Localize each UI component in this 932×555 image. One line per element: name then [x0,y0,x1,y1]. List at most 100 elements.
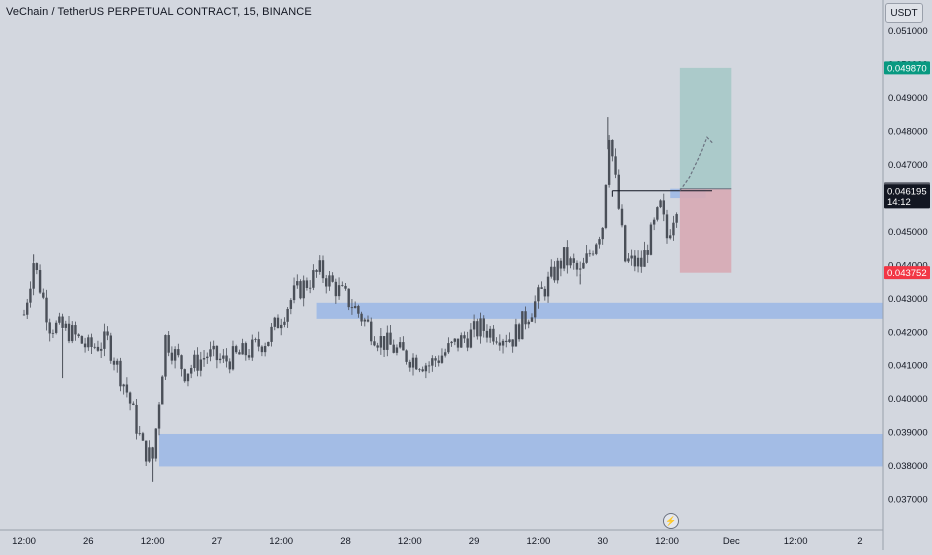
candle-body-158 [530,317,534,322]
candle-body-175 [585,253,588,263]
candle-body-25 [103,331,106,349]
candle-body-53 [193,354,196,369]
currency-button[interactable]: USDT [885,3,923,23]
x-tick-label-0: 12:00 [12,536,36,547]
candle-body-87 [302,280,305,299]
candle-body-51 [186,373,190,382]
candle-body-37 [141,433,145,441]
candle-body-189 [630,255,633,259]
candle-body-136 [460,335,463,348]
demand-zone-2 [159,433,883,467]
demand-zone-1 [316,302,883,319]
candle-body-113 [386,332,389,350]
candle-body-172 [575,262,579,270]
candle-body-96 [331,275,334,282]
candle-body-130 [440,355,444,363]
candle-body-146 [492,328,495,342]
candle-body-147 [495,341,498,343]
candle-body-63 [225,355,228,362]
candle-body-183 [611,139,614,157]
candle-body-67 [238,352,241,355]
candle-body-155 [521,311,524,340]
candle-body-60 [215,345,219,361]
candle-body-165 [553,266,556,281]
candle-body-178 [595,244,598,254]
candle-body-101 [347,288,350,308]
candle-body-162 [543,288,547,297]
badge-stop [884,266,930,280]
candle-body-23 [96,346,100,351]
x-tick-label-5: 28 [340,536,351,547]
candle-body-177 [591,253,595,255]
candle-body-78 [273,317,276,327]
candle-body-179 [598,239,601,245]
y-tick-label-13: 0.037000 [888,495,928,506]
y-tick-label-8: 0.042000 [888,327,928,338]
x-tick-label-4: 12:00 [269,536,293,547]
candle-body-98 [337,285,341,297]
candle-body-35 [135,404,138,434]
candle-body-198 [659,200,662,208]
candle-body-138 [466,338,469,348]
candle-body-133 [450,341,453,344]
candle-body-197 [656,207,659,220]
candle-body-9 [51,332,55,334]
y-tick-label-3: 0.048000 [888,126,928,137]
candle-body-100 [344,285,347,289]
candle-body-164 [550,266,553,277]
candle-body-163 [546,276,550,297]
candle-body-26 [106,331,109,336]
candle-body-126 [427,365,431,367]
candle-body-200 [665,214,669,239]
candle-body-184 [614,156,617,175]
candle-body-5 [38,270,42,293]
stop-area [679,188,732,273]
candle-body-34 [132,403,135,405]
candle-body-49 [180,355,183,370]
candle-body-191 [636,257,640,267]
candle-body-176 [588,253,592,255]
candle-body-122 [415,357,418,370]
candle-body-143 [482,318,485,331]
candle-body-93 [321,260,325,279]
candle-body-148 [498,342,502,346]
candle-body-153 [514,324,518,347]
candle-body-44 [164,335,167,377]
candle-body-38 [144,440,148,462]
candle-body-111 [379,336,383,348]
candle-body-110 [376,345,379,348]
candle-body-46 [170,352,174,361]
candle-body-43 [161,376,164,405]
candle-body-32 [125,384,129,393]
candle-body-85 [296,281,299,286]
candle-body-112 [382,336,386,350]
candle-body-109 [373,341,376,346]
candle-body-59 [212,345,215,350]
candle-body-167 [559,260,563,269]
candle-body-15 [71,325,74,342]
lightning-icon[interactable]: ⚡ [663,513,679,529]
candle-body-157 [527,321,530,325]
candle-body-135 [456,338,460,348]
candle-body-193 [643,250,646,267]
candle-body-132 [447,343,450,353]
candle-body-97 [334,281,338,297]
candle-body-89 [308,287,312,289]
candle-body-33 [128,392,132,404]
candle-body-75 [263,346,267,353]
candle-body-1 [26,302,29,315]
candle-body-80 [280,324,283,329]
candle-body-128 [434,358,437,361]
x-tick-label-7: 29 [469,536,480,547]
candle-body-181 [604,184,608,228]
zones-layer [159,188,883,467]
candle-body-180 [601,227,604,240]
candle-body-65 [231,346,235,370]
candle-body-88 [305,280,309,288]
candle-body-188 [627,258,630,262]
candle-body-74 [260,346,264,353]
x-tick-label-9: 30 [597,536,608,547]
